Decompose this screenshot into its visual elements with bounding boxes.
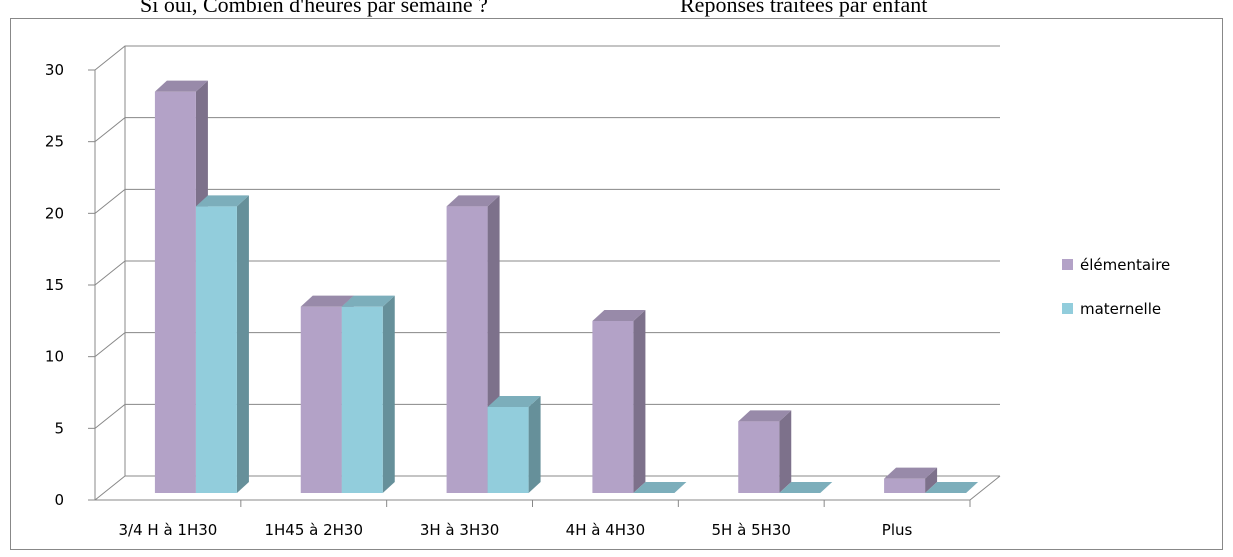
y-tick-label: 0 [54, 491, 64, 509]
y-tick-label: 10 [45, 348, 64, 366]
bar-top [195, 195, 249, 207]
bar-side [925, 467, 938, 493]
bar [154, 91, 196, 494]
grid-line [94, 403, 1000, 429]
y-tick-label: 15 [45, 276, 64, 294]
bar [487, 407, 529, 493]
bar [195, 206, 237, 494]
bar [341, 306, 383, 493]
bar-top [154, 80, 208, 92]
bar-side [236, 195, 249, 494]
bar-top [487, 396, 541, 407]
x-tick-label: 3/4 H à 1H30 [119, 521, 218, 539]
bar-top [884, 467, 938, 479]
chart-title: Si oui, Combien d'heures par semaine ? [140, 0, 488, 17]
y-tick-label: 25 [45, 133, 64, 151]
bar-side [633, 310, 646, 493]
bar-side [382, 295, 395, 493]
bar-top [633, 482, 687, 493]
y-tick-label: 30 [45, 61, 64, 79]
x-tick-label: 1H45 à 2H30 [264, 521, 363, 539]
bar-top [592, 310, 646, 321]
bar [884, 478, 926, 493]
grid-line [94, 475, 1000, 501]
legend-label: maternelle [1080, 300, 1161, 318]
y-tick-label: 20 [45, 204, 64, 222]
x-tick-label: Plus [882, 521, 913, 539]
bar-top [925, 482, 979, 493]
grid-line [94, 117, 1000, 143]
grid-line [94, 188, 1000, 214]
bar-side [779, 410, 792, 493]
grid-line [94, 260, 1000, 286]
bar [300, 306, 342, 493]
legend-swatch [1062, 259, 1073, 270]
bar [592, 321, 634, 493]
y-tick-label: 5 [54, 419, 64, 437]
bar-top [738, 410, 792, 422]
chart-subtitle: Réponses traitées par enfant [680, 0, 927, 17]
bar-top [341, 295, 395, 307]
bar [738, 421, 780, 493]
x-tick-label: 4H à 4H30 [566, 521, 645, 539]
bar [446, 206, 488, 494]
x-tick-label: 5H à 5H30 [712, 521, 791, 539]
x-tick-label: 3H à 3H30 [420, 521, 499, 539]
bar-top [300, 295, 354, 307]
bar-top [446, 195, 500, 207]
legend-swatch [1062, 303, 1073, 314]
grid-line [94, 45, 1000, 71]
bar-side [528, 396, 541, 493]
legend-label: élémentaire [1080, 256, 1170, 274]
grid-line [94, 332, 1000, 358]
bar-top [779, 482, 833, 493]
